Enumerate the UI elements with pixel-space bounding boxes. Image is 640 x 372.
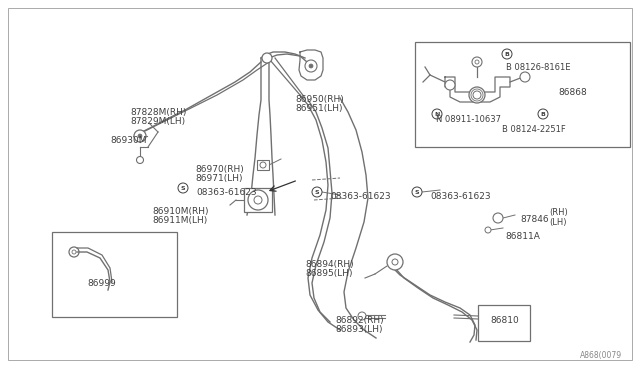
Circle shape	[445, 80, 455, 90]
Circle shape	[309, 64, 313, 68]
Bar	[52, 232, 177, 317]
Text: 86950(RH): 86950(RH)	[295, 95, 344, 104]
Text: 87828M(RH): 87828M(RH)	[130, 108, 186, 117]
Text: S: S	[180, 186, 186, 190]
Bar	[257, 160, 269, 170]
Circle shape	[412, 187, 422, 197]
Text: 86892(RH): 86892(RH)	[335, 316, 383, 325]
Text: 86811A: 86811A	[505, 232, 540, 241]
Text: 87846: 87846	[520, 215, 548, 224]
Bar	[415, 42, 630, 147]
Circle shape	[69, 247, 79, 257]
Circle shape	[72, 250, 76, 254]
Text: S: S	[315, 189, 319, 195]
Text: 86910M(RH): 86910M(RH)	[152, 207, 209, 216]
Circle shape	[502, 49, 512, 59]
Text: 86895(LH): 86895(LH)	[305, 269, 353, 278]
Text: 08363-61623: 08363-61623	[330, 192, 390, 201]
Text: S: S	[415, 189, 419, 195]
Circle shape	[520, 72, 530, 82]
Bar	[244, 188, 272, 212]
Text: 86868: 86868	[558, 88, 587, 97]
Text: 86894(RH): 86894(RH)	[305, 260, 354, 269]
Circle shape	[469, 87, 485, 103]
Text: N 08911-10637: N 08911-10637	[436, 115, 501, 124]
Circle shape	[262, 53, 272, 63]
Text: B: B	[504, 51, 509, 57]
Circle shape	[358, 312, 366, 320]
Circle shape	[538, 109, 548, 119]
Circle shape	[493, 213, 503, 223]
Text: 86930M: 86930M	[110, 136, 147, 145]
Circle shape	[134, 130, 146, 142]
Text: N: N	[435, 112, 440, 116]
Circle shape	[178, 183, 188, 193]
Circle shape	[305, 60, 317, 72]
Circle shape	[485, 227, 491, 233]
Circle shape	[472, 57, 482, 67]
Text: 08363-61623: 08363-61623	[196, 188, 257, 197]
Circle shape	[260, 162, 266, 168]
Circle shape	[138, 134, 142, 138]
Text: 87829M(LH): 87829M(LH)	[130, 117, 185, 126]
Circle shape	[392, 259, 398, 265]
Circle shape	[473, 91, 481, 99]
Text: B 08126-8161E: B 08126-8161E	[506, 63, 570, 72]
Text: 86893(LH): 86893(LH)	[335, 325, 383, 334]
Text: 86971(LH): 86971(LH)	[195, 174, 243, 183]
Text: A868(0079: A868(0079	[580, 351, 622, 360]
Text: B 08124-2251F: B 08124-2251F	[502, 125, 566, 134]
Text: 86999: 86999	[88, 279, 116, 288]
Circle shape	[475, 60, 479, 64]
Circle shape	[136, 157, 143, 164]
Text: (RH): (RH)	[549, 208, 568, 217]
Circle shape	[387, 254, 403, 270]
Circle shape	[432, 109, 442, 119]
Circle shape	[254, 196, 262, 204]
Text: B: B	[541, 112, 545, 116]
Text: 86970(RH): 86970(RH)	[195, 165, 244, 174]
Circle shape	[312, 187, 322, 197]
Text: 86951(LH): 86951(LH)	[295, 104, 342, 113]
Text: (LH): (LH)	[549, 218, 566, 227]
Bar	[478, 305, 530, 341]
Text: 86810: 86810	[490, 316, 519, 325]
Text: 08363-61623: 08363-61623	[430, 192, 491, 201]
Circle shape	[248, 190, 268, 210]
Text: 86911M(LH): 86911M(LH)	[152, 216, 207, 225]
